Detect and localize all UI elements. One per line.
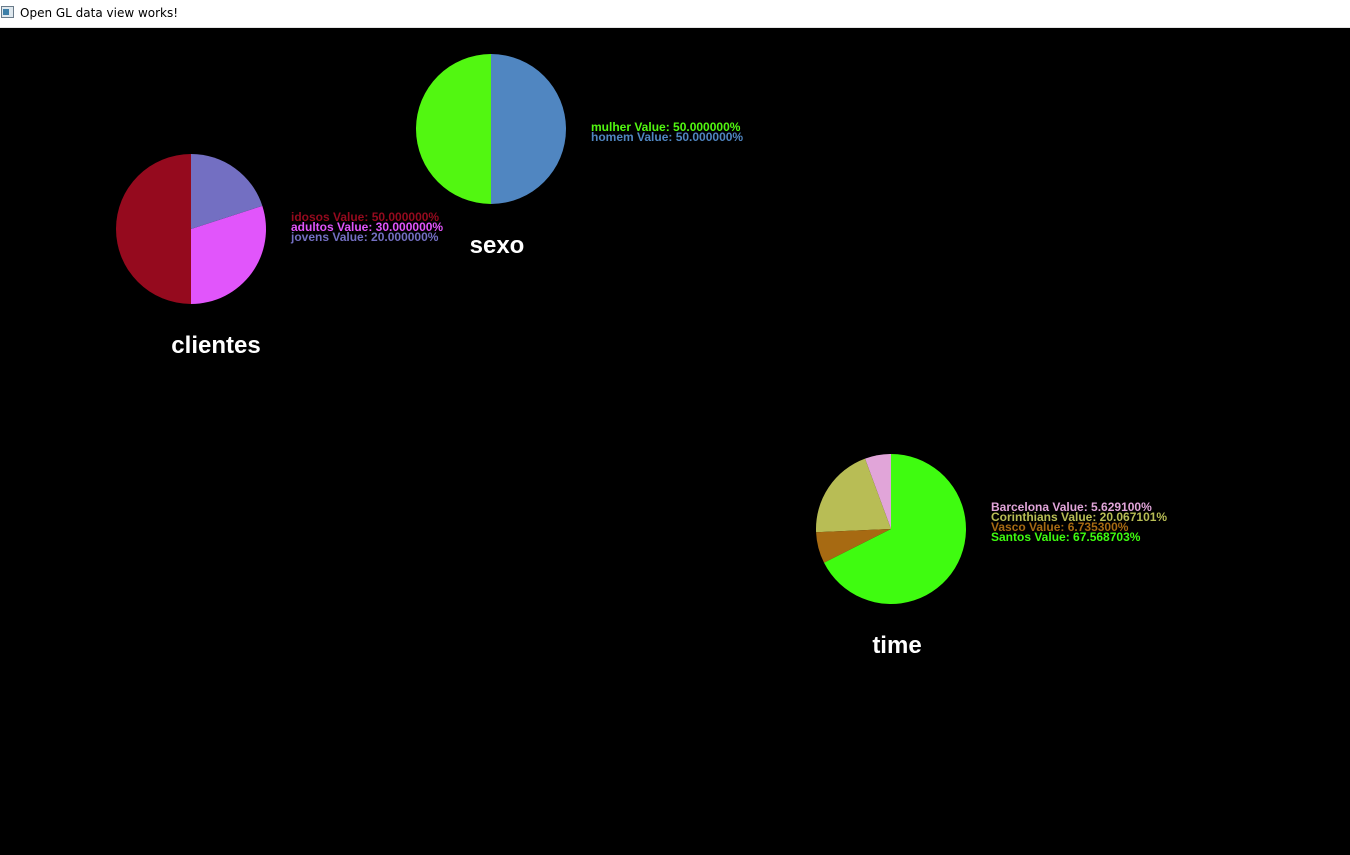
pie-slice-idosos [116,154,191,304]
chart-title-clientes: clientes [171,332,260,359]
pie-chart-time: Barcelona Value: 5.629100%Corinthians Va… [816,454,1167,659]
chart-title-sexo: sexo [470,232,525,259]
pie-slice-santos [824,454,967,604]
pie-slice-adultos [191,205,266,305]
legend-entry-homem: homem Value: 50.000000% [591,130,743,144]
legend-entry-idosos: idosos Value: 50.000000% [291,210,439,224]
pie-slice-mulher [416,54,491,204]
pie-slice-vasco [816,529,891,563]
chart-title-time: time [872,632,921,659]
pie-chart-clientes: idosos Value: 50.000000%adultos Value: 3… [116,154,443,359]
pie-chart-sexo: mulher Value: 50.000000%homem Value: 50.… [416,54,743,259]
pie-slice-homem [491,54,566,204]
legend-entry-santos: Santos Value: 67.568703% [991,530,1141,544]
legend-entry-corinthians: Corinthians Value: 20.067101% [991,510,1167,524]
window-titlebar: Open GL data view works! [0,0,1350,28]
pie-slice-corinthians [816,458,891,533]
legend-entry-adultos: adultos Value: 30.000000% [291,220,443,234]
legend-entry-mulher: mulher Value: 50.000000% [591,120,741,134]
legend-entry-barcelona: Barcelona Value: 5.629100% [991,500,1152,514]
legend-entry-jovens: jovens Value: 20.000000% [290,230,439,244]
legend-entry-vasco: Vasco Value: 6.735300% [991,520,1129,534]
gl-data-view-canvas[interactable]: idosos Value: 50.000000%adultos Value: 3… [0,29,1350,855]
pie-slice-barcelona [865,454,891,529]
pie-slice-jovens [191,154,263,229]
window-title: Open GL data view works! [20,6,179,20]
app-window-icon[interactable] [1,6,14,18]
